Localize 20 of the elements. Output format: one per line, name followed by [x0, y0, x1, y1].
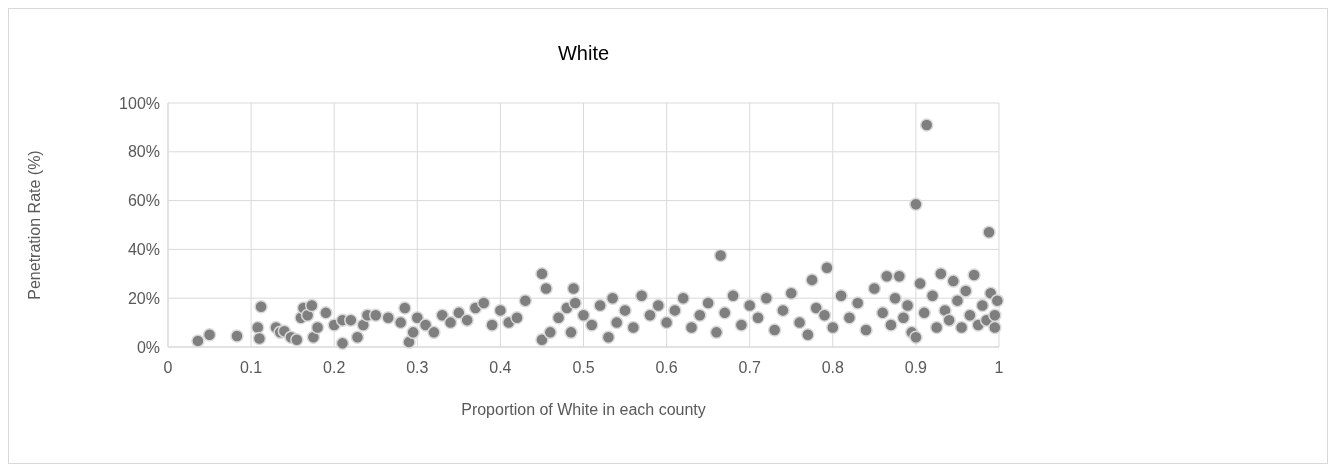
y-tick-label: 0% — [136, 338, 160, 356]
y-tick-label: 40% — [127, 241, 160, 258]
x-tick-label: 0.8 — [821, 359, 845, 376]
chart-title: White — [557, 42, 610, 64]
x-axis-title: Proportion of White in each county — [461, 401, 706, 418]
y-tick-label: 80% — [127, 143, 160, 161]
x-tick-label: 0.3 — [406, 359, 429, 376]
x-tick-label: 0.7 — [738, 359, 761, 376]
x-tick-label: 0.1 — [239, 359, 263, 376]
x-tick-label: 0.2 — [323, 359, 346, 376]
y-tick-label: 100% — [119, 94, 160, 112]
x-tick-label: 0.6 — [655, 359, 678, 376]
y-tick-label: 20% — [127, 289, 160, 307]
x-tick-label: 0.9 — [904, 359, 928, 376]
x-tick-label: 0.4 — [489, 359, 512, 376]
x-tick-label: 1 — [994, 359, 1004, 376]
x-tick-label: 0.5 — [572, 359, 595, 376]
y-axis-title: Penetration Rate (%) — [26, 150, 43, 300]
x-tick-label: 0 — [163, 359, 173, 376]
y-tick-label: 60% — [127, 192, 160, 210]
